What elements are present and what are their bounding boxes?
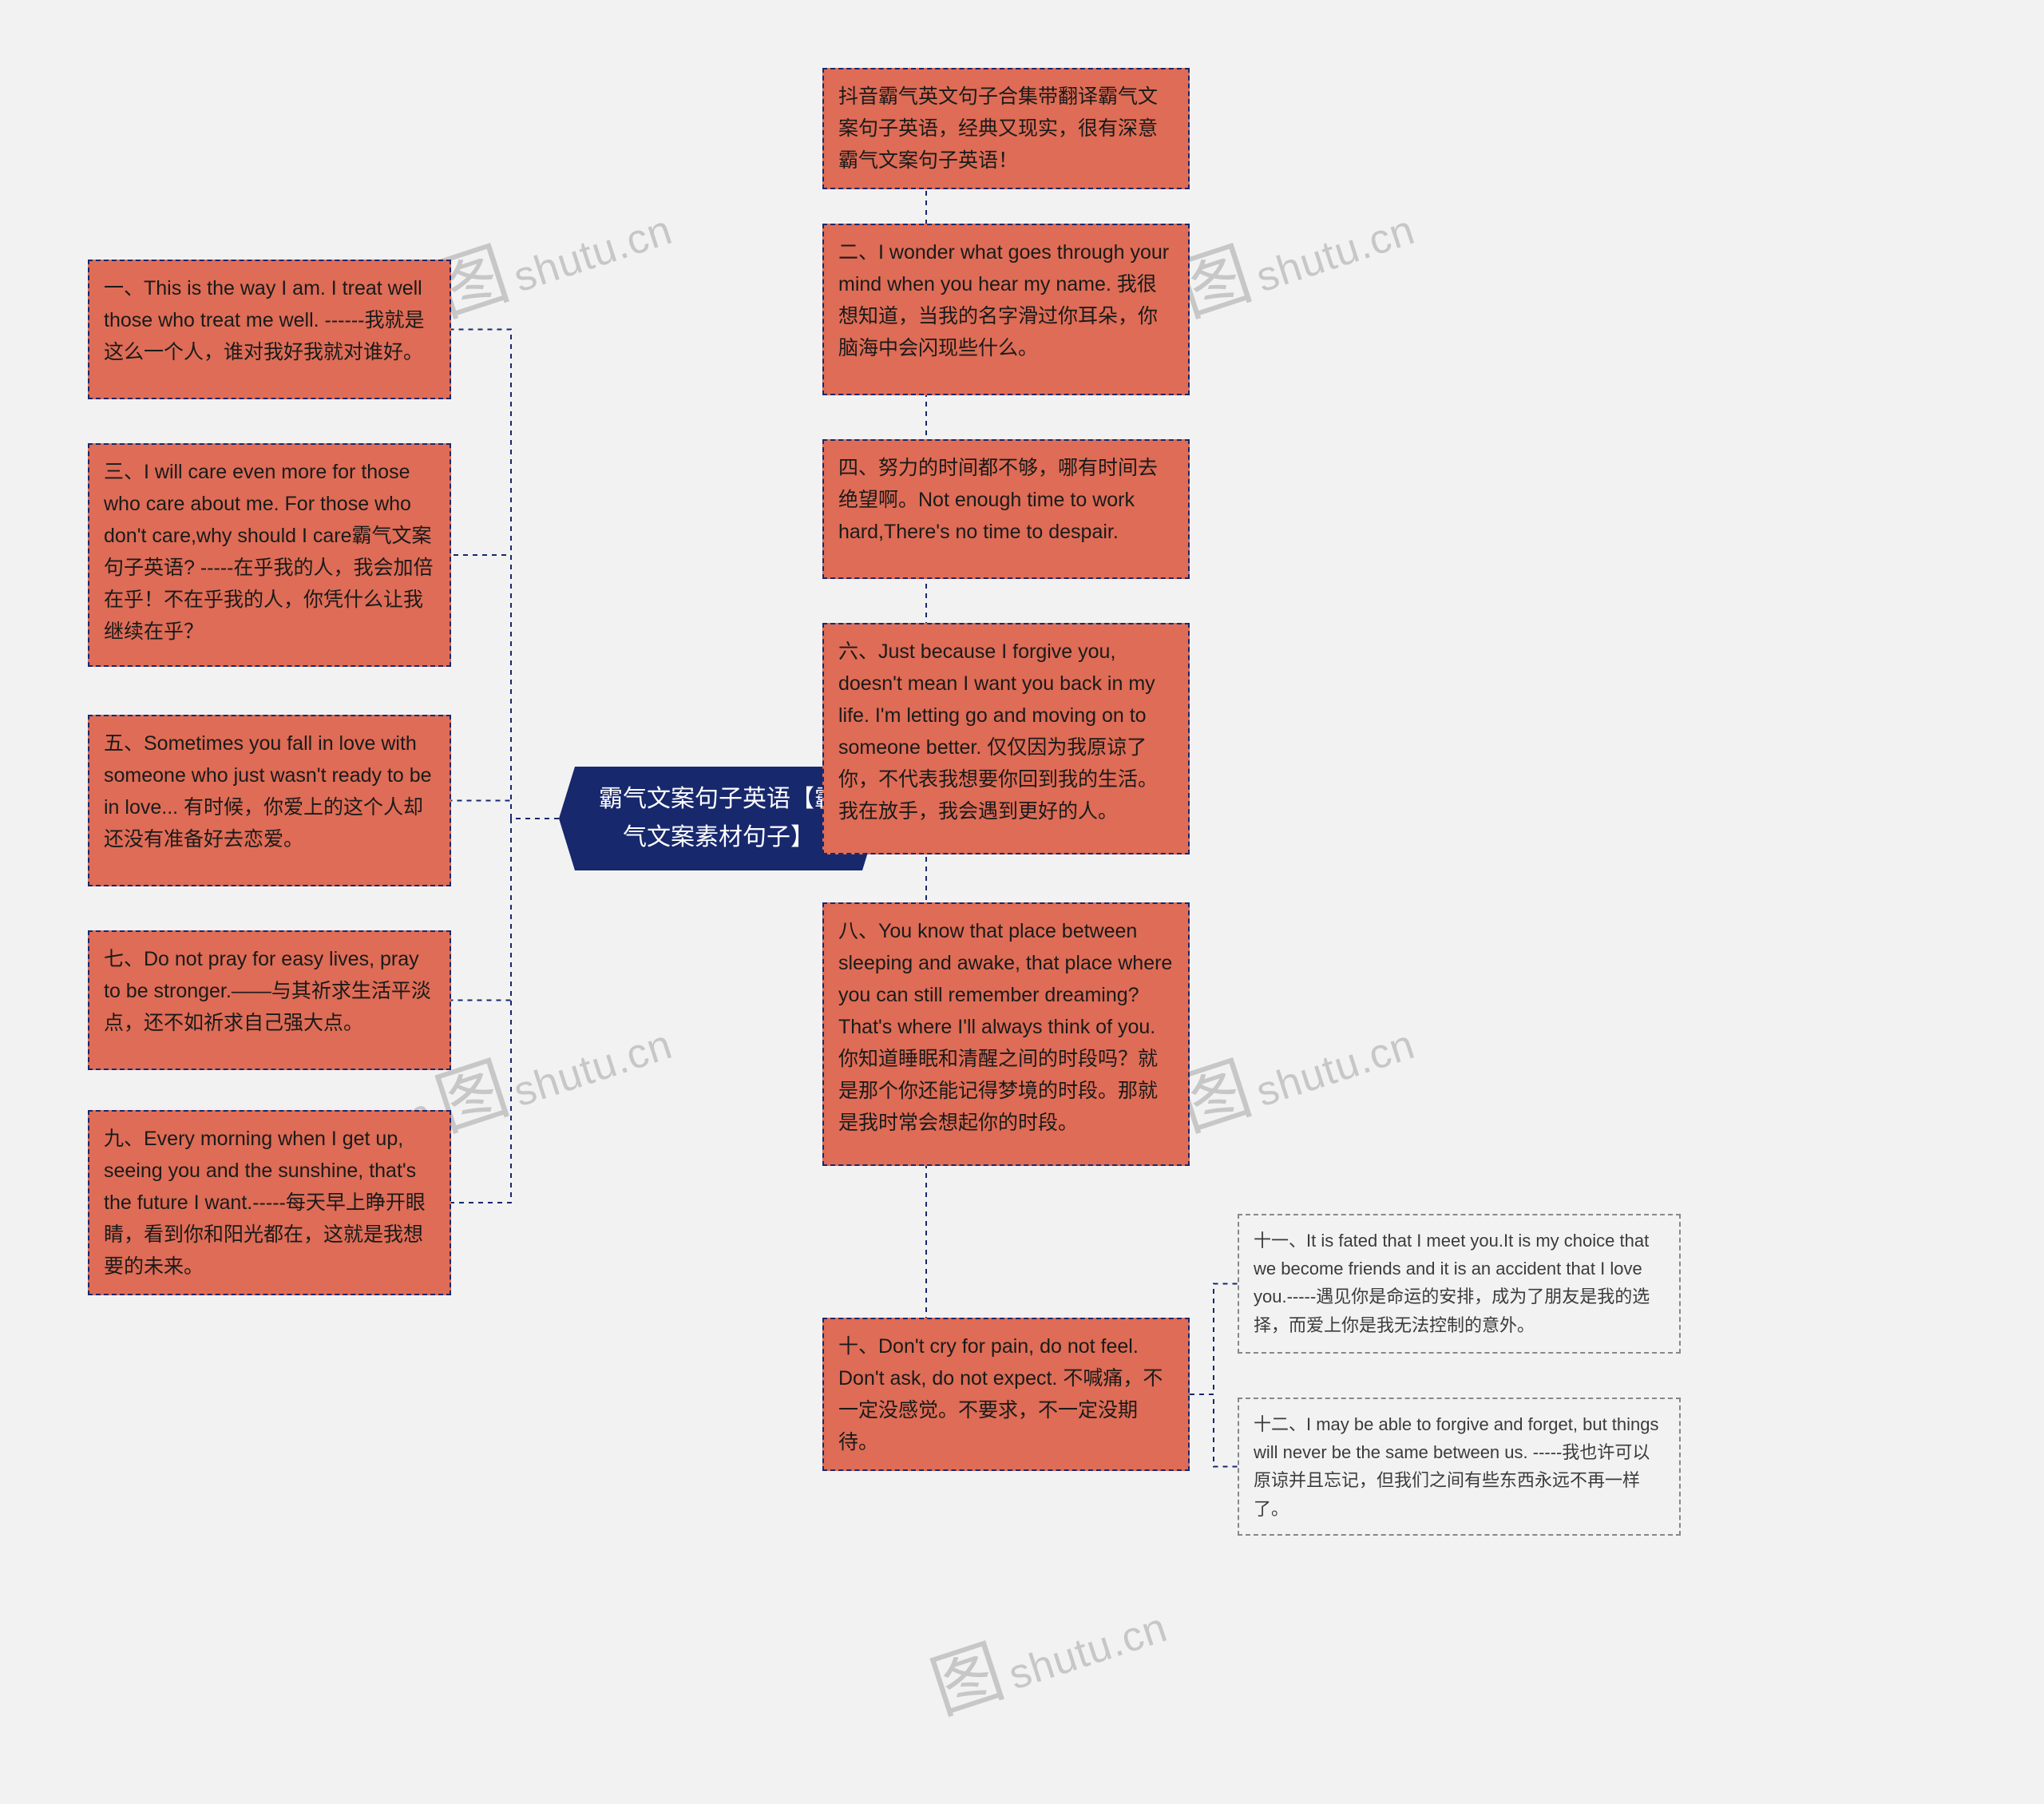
mindmap-node: 七、Do not pray for easy lives, pray to be… — [88, 930, 451, 1070]
node-text: 七、Do not pray for easy lives, pray to be… — [104, 948, 431, 1034]
mindmap-node: 六、Just because I forgive you, doesn't me… — [822, 623, 1190, 854]
node-text: 九、Every morning when I get up, seeing yo… — [104, 1128, 426, 1278]
mindmap-node: 十一、It is fated that I meet you.It is my … — [1238, 1214, 1681, 1354]
node-text: 二、I wonder what goes through your mind w… — [838, 241, 1169, 359]
node-text: 五、Sometimes you fall in love with someon… — [104, 732, 432, 850]
node-text: 三、I will care even more for those who ca… — [104, 461, 433, 643]
node-text: 抖音霸气英文句子合集带翻译霸气文案句子英语，经典又现实，很有深意霸气文案句子英语… — [838, 85, 1158, 172]
watermark: 图 shutu.cn — [1164, 980, 1424, 1151]
watermark: 图 shutu.cn — [917, 1563, 1177, 1734]
mindmap-node: 十二、I may be able to forgive and forget, … — [1238, 1398, 1681, 1536]
node-text: 十一、It is fated that I meet you.It is my … — [1254, 1231, 1650, 1335]
mindmap-node: 抖音霸气英文句子合集带翻译霸气文案句子英语，经典又现实，很有深意霸气文案句子英语… — [822, 68, 1190, 189]
mindmap-node: 三、I will care even more for those who ca… — [88, 443, 451, 667]
watermark: 图 shutu.cn — [1164, 165, 1424, 336]
mindmap-canvas: 图 shutu.cn图 shutu.cn树图 shutu.cn图 shutu.c… — [0, 0, 2044, 1804]
watermark: 图 shutu.cn — [422, 980, 682, 1151]
mindmap-node: 二、I wonder what goes through your mind w… — [822, 224, 1190, 395]
mindmap-node: 四、努力的时间都不够，哪有时间去绝望啊。Not enough time to w… — [822, 439, 1190, 579]
mindmap-node: 九、Every morning when I get up, seeing yo… — [88, 1110, 451, 1295]
mindmap-node: 一、This is the way I am. I treat well tho… — [88, 260, 451, 399]
node-text: 十二、I may be able to forgive and forget, … — [1254, 1414, 1659, 1519]
center-node-text: 霸气文案句子英语【霸气文案素材句子】 — [599, 780, 838, 857]
node-text: 四、努力的时间都不够，哪有时间去绝望啊。Not enough time to w… — [838, 457, 1158, 543]
node-text: 八、You know that place between sleeping a… — [838, 920, 1172, 1134]
node-text: 一、This is the way I am. I treat well tho… — [104, 277, 424, 363]
watermark: 图 shutu.cn — [422, 165, 682, 336]
mindmap-node: 五、Sometimes you fall in love with someon… — [88, 715, 451, 886]
node-text: 六、Just because I forgive you, doesn't me… — [838, 640, 1158, 823]
node-text: 十、Don't cry for pain, do not feel. Don't… — [838, 1335, 1163, 1453]
mindmap-node: 十、Don't cry for pain, do not feel. Don't… — [822, 1318, 1190, 1471]
mindmap-node: 八、You know that place between sleeping a… — [822, 902, 1190, 1166]
